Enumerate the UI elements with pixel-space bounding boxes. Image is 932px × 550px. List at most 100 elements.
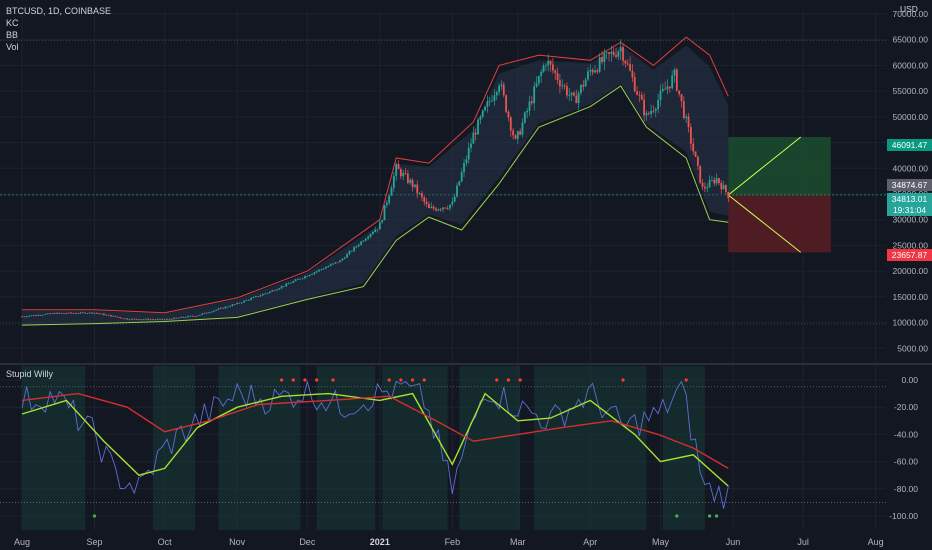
candle-body <box>514 135 517 139</box>
candle-body <box>430 206 433 209</box>
candle-body <box>559 80 561 87</box>
candle-body <box>568 94 571 96</box>
stop-arrow <box>727 194 802 253</box>
candle-body <box>308 274 311 277</box>
osc-tick-label: -80.00 <box>894 484 918 494</box>
current-price-badge: 34813.01 <box>887 193 932 205</box>
signal-dot-red <box>387 378 391 382</box>
time-tick-label: Feb <box>445 537 461 547</box>
candle-body <box>28 315 30 317</box>
candle-body <box>687 116 690 128</box>
candle-body <box>458 181 461 186</box>
candle-body <box>530 101 533 104</box>
candle-body <box>666 86 669 90</box>
profit-zone <box>728 136 831 195</box>
candle-body <box>664 88 667 90</box>
candle-body <box>432 206 435 209</box>
candle-body <box>612 51 615 55</box>
candle-body <box>540 71 543 76</box>
candle-body <box>537 75 540 84</box>
candle-body <box>493 95 496 101</box>
candle-body <box>638 94 641 96</box>
candle-body <box>350 250 353 252</box>
candle-body <box>708 180 711 188</box>
osc-shade <box>459 366 521 530</box>
signal-dot-green <box>92 514 97 518</box>
candle-body <box>154 319 157 321</box>
price-tick-label: 15000.00 <box>893 292 929 302</box>
candle-body <box>488 100 491 102</box>
candle-body <box>652 110 655 112</box>
candle-body <box>294 279 297 282</box>
candle-body <box>142 319 145 321</box>
candle-body <box>460 172 463 182</box>
time-tick-label: 2021 <box>370 537 390 547</box>
candle-body <box>229 306 232 307</box>
candle-body <box>116 316 119 318</box>
oscillator-title[interactable]: Stupid Willy <box>6 369 54 379</box>
candle-body <box>486 101 489 107</box>
candle-body <box>320 269 323 270</box>
candle-body <box>109 315 112 317</box>
candle-body <box>138 319 140 321</box>
candle-body <box>112 315 115 317</box>
candle-body <box>671 75 674 89</box>
candle-body <box>608 52 610 54</box>
candle-body <box>301 278 304 279</box>
candle-body <box>166 318 168 320</box>
candle-body <box>399 169 402 177</box>
time-tick-label: May <box>652 537 670 547</box>
osc-shade <box>534 366 647 530</box>
candle-body <box>243 300 246 303</box>
candle-body <box>121 317 124 319</box>
candle-body <box>523 112 526 123</box>
stop-price-badge: 23657.87 <box>887 249 932 261</box>
candle-body <box>615 54 617 57</box>
candle-body <box>210 311 213 313</box>
candle-body <box>720 183 723 190</box>
candle-body <box>124 318 126 320</box>
indicator-kc[interactable]: KC <box>6 18 19 28</box>
candle-body <box>224 306 227 309</box>
candle-body <box>374 229 377 232</box>
osc-shade <box>316 366 376 530</box>
indicator-bb[interactable]: BB <box>6 30 19 40</box>
candle-body <box>587 71 589 80</box>
candle-body <box>566 86 568 96</box>
candle-body <box>327 266 330 268</box>
candle-body <box>521 122 524 135</box>
candle-body <box>91 312 94 314</box>
candle-body <box>701 182 704 187</box>
candle-body <box>280 286 283 289</box>
candle-body <box>444 207 447 209</box>
candle-body <box>287 283 290 285</box>
candle-body <box>273 290 276 292</box>
candle-body <box>727 191 730 199</box>
candle-body <box>561 85 564 87</box>
osc-tick-label: -100.00 <box>889 511 918 521</box>
candle-body <box>715 178 718 184</box>
candle-body <box>180 316 182 318</box>
indicator-vol[interactable]: Vol <box>6 42 19 52</box>
signal-dot-red <box>303 378 307 382</box>
price-tick-label: 10000.00 <box>893 318 929 328</box>
candle-body <box>411 179 414 187</box>
candle-body <box>60 313 63 314</box>
candle-body <box>32 315 35 317</box>
candle-body <box>170 318 173 320</box>
candle-body <box>484 106 486 111</box>
candle-body <box>470 143 472 148</box>
candle-body <box>205 312 208 314</box>
signal-dot-green <box>714 514 719 518</box>
candle-body <box>140 319 143 321</box>
candle-body <box>516 131 519 139</box>
candle-body <box>88 312 91 314</box>
candle-body <box>133 318 136 320</box>
osc-tick-label: -40.00 <box>894 429 918 439</box>
candle-body <box>355 246 358 248</box>
candle-body <box>70 312 73 314</box>
candle-body <box>25 316 28 318</box>
osc-shade <box>22 366 86 530</box>
candle-body <box>425 201 428 205</box>
